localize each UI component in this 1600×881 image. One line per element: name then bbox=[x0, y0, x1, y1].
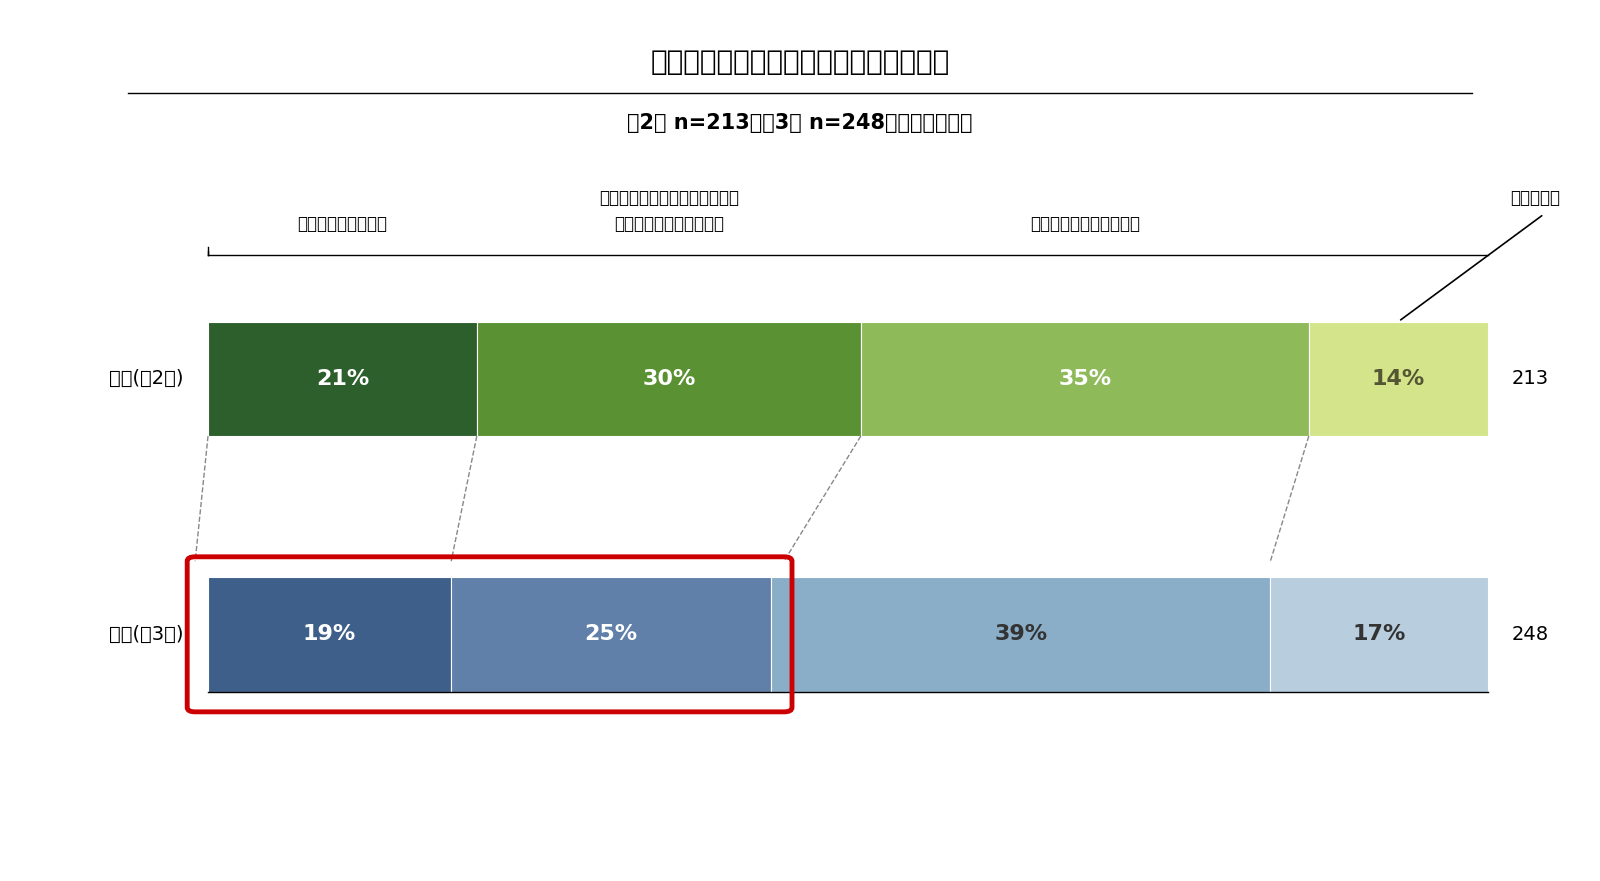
Bar bbox=[771, 577, 1270, 692]
Text: 25%: 25% bbox=[584, 625, 638, 644]
Text: 受け入れたいと思っているが、: 受け入れたいと思っているが、 bbox=[598, 189, 739, 207]
Text: 14%: 14% bbox=[1371, 369, 1426, 389]
Bar bbox=[208, 322, 477, 436]
Text: 第2回 n=213／第3回 n=248／共に単数回答: 第2回 n=213／第3回 n=248／共に単数回答 bbox=[627, 114, 973, 133]
Text: 30%: 30% bbox=[642, 369, 696, 389]
Text: 分からない: 分からない bbox=[1510, 189, 1560, 207]
Text: 39%: 39% bbox=[994, 625, 1048, 644]
Text: 全体(第3回): 全体(第3回) bbox=[109, 625, 184, 644]
Bar bbox=[861, 322, 1309, 436]
Text: 今後も受入の予定はない: 今後も受入の予定はない bbox=[1030, 216, 1139, 233]
Text: 課題があると感じている: 課題があると感じている bbox=[614, 216, 723, 233]
Bar bbox=[1309, 322, 1488, 436]
Text: 受け入れたいと思う: 受け入れたいと思う bbox=[298, 216, 387, 233]
Text: 将来のインバウンド観光客受け入れ計画: 将来のインバウンド観光客受け入れ計画 bbox=[650, 48, 950, 76]
Text: 19%: 19% bbox=[302, 625, 357, 644]
Text: 全体(第2回): 全体(第2回) bbox=[109, 369, 184, 389]
Text: 248: 248 bbox=[1512, 625, 1549, 644]
Text: 213: 213 bbox=[1512, 369, 1549, 389]
Bar bbox=[477, 322, 861, 436]
Text: 21%: 21% bbox=[315, 369, 370, 389]
Text: 35%: 35% bbox=[1058, 369, 1112, 389]
Bar bbox=[208, 577, 451, 692]
Bar bbox=[1270, 577, 1488, 692]
Text: 17%: 17% bbox=[1352, 625, 1406, 644]
Bar bbox=[451, 577, 771, 692]
